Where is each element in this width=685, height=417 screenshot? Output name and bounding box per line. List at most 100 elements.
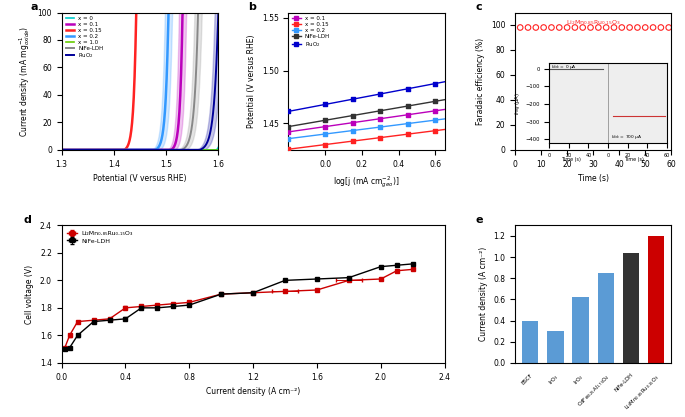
- X-axis label: Potential (V versus RHE): Potential (V versus RHE): [93, 174, 186, 183]
- Point: [546, 24, 557, 31]
- Point: [430, 98, 441, 105]
- Bar: [648, 236, 664, 363]
- x = 0.2: [224, 10, 232, 15]
- x = 0.2: [364, 126, 373, 131]
- RuO$_2$: [440, 79, 449, 84]
- NiFe-LDH: [58, 147, 66, 152]
- x = 0.2: [314, 132, 323, 137]
- RuO$_2$: [58, 147, 66, 152]
- RuO$_2$: [314, 103, 323, 108]
- x = 0.2: [169, 10, 177, 15]
- x = 1.0: [183, 147, 191, 152]
- x = 0.15: [433, 128, 441, 133]
- x = 0: [155, 147, 164, 152]
- x = 1.0: [87, 147, 95, 152]
- Line: x = 0.1: x = 0.1: [62, 13, 228, 150]
- NiFe-LDH: [183, 142, 191, 147]
- x = 0.2: [58, 147, 66, 152]
- RuO$_2$: [321, 102, 329, 107]
- Text: b: b: [248, 2, 256, 12]
- Point: [283, 108, 294, 115]
- NiFe-LDH: [155, 147, 164, 152]
- x = 0.1: [179, 10, 187, 15]
- Point: [320, 117, 331, 123]
- x = 0.15: [321, 142, 329, 147]
- x = 1.0: [169, 147, 177, 152]
- x = 0.1: [169, 146, 177, 151]
- Point: [430, 127, 441, 134]
- Bar: [597, 273, 614, 363]
- Point: [430, 117, 441, 123]
- RuO$_2$: [183, 147, 191, 152]
- Point: [616, 24, 627, 31]
- x = 0.1: [224, 10, 232, 15]
- Point: [347, 127, 358, 134]
- Point: [320, 131, 331, 137]
- x = 0.15: [377, 135, 386, 140]
- Point: [569, 24, 580, 31]
- Line: NiFe-LDH: NiFe-LDH: [288, 100, 445, 127]
- x = 0: [183, 147, 191, 152]
- Text: e: e: [476, 215, 484, 225]
- RuO$_2$: [224, 10, 232, 15]
- NiFe-LDH: [133, 147, 141, 152]
- NiFe-LDH: [428, 99, 436, 104]
- Point: [402, 111, 413, 118]
- x = 0.15: [132, 10, 140, 15]
- NiFe-LDH: [195, 10, 203, 15]
- x = 0: [221, 10, 229, 15]
- NiFe-LDH: [377, 108, 386, 113]
- Point: [375, 116, 386, 122]
- x = 0.1: [377, 116, 386, 121]
- x = 0.2: [428, 118, 436, 123]
- x = 0.15: [58, 147, 66, 152]
- x = 0.15: [156, 10, 164, 15]
- Point: [347, 138, 358, 144]
- Line: RuO$_2$: RuO$_2$: [288, 82, 445, 111]
- Bar: [522, 321, 538, 363]
- Point: [283, 136, 294, 142]
- RuO$_2$: [101, 147, 109, 152]
- Point: [647, 24, 658, 31]
- x = 0.1: [321, 124, 329, 129]
- x = 0.15: [364, 136, 373, 141]
- x = 0.1: [133, 147, 141, 152]
- x = 0.2: [87, 147, 95, 152]
- Point: [402, 131, 413, 138]
- Bar: [547, 331, 564, 363]
- x = 0.15: [440, 127, 449, 132]
- Line: x = 0.15: x = 0.15: [288, 130, 445, 149]
- Point: [375, 134, 386, 141]
- Point: [562, 24, 573, 31]
- Point: [320, 123, 331, 130]
- RuO$_2$: [433, 81, 441, 86]
- Point: [347, 96, 358, 103]
- RuO$_2$: [133, 147, 141, 152]
- x = 0: [101, 147, 109, 152]
- Y-axis label: Current density (A cm⁻²): Current density (A cm⁻²): [479, 247, 488, 341]
- Point: [530, 24, 541, 31]
- x = 0.1: [364, 118, 373, 123]
- x = 0.2: [284, 136, 292, 141]
- Y-axis label: Cell voltage (V): Cell voltage (V): [25, 264, 34, 324]
- Legend: Li₂Mn₀.₈₅Ru₀.₁₅O₃, NiFe-LDH: Li₂Mn₀.₈₅Ru₀.₁₅O₃, NiFe-LDH: [65, 229, 136, 246]
- x = 0.1: [314, 125, 323, 130]
- Text: a: a: [30, 2, 38, 12]
- x = 0.15: [169, 10, 177, 15]
- x = 0.2: [101, 147, 109, 152]
- x = 1.0: [101, 147, 109, 152]
- Legend: x = 0, x = 0.1, x = 0.15, x = 0.2, x = 1.0, NiFe-LDH, RuO$_2$: x = 0, x = 0.1, x = 0.15, x = 0.2, x = 1…: [64, 15, 105, 61]
- Line: x = 0.1: x = 0.1: [288, 109, 445, 132]
- Point: [283, 128, 294, 135]
- x = 0.2: [440, 116, 449, 121]
- x = 0: [224, 10, 232, 15]
- x = 0: [169, 147, 177, 152]
- x = 1.0: [58, 147, 66, 152]
- RuO$_2$: [169, 147, 177, 152]
- Point: [283, 146, 294, 153]
- X-axis label: Time (s): Time (s): [577, 174, 609, 183]
- NiFe-LDH: [433, 98, 441, 103]
- x = 0.1: [284, 129, 292, 134]
- Y-axis label: Current density (mA mg$^{-1}_{oxide}$): Current density (mA mg$^{-1}_{oxide}$): [17, 25, 32, 137]
- Point: [402, 120, 413, 127]
